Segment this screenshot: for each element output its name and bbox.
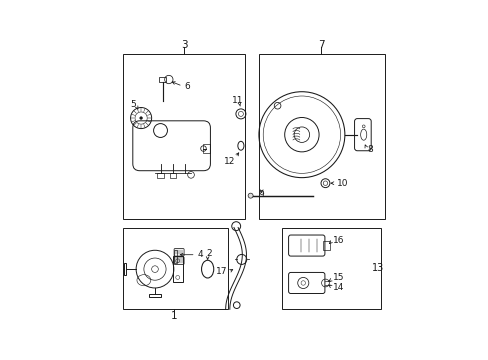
Bar (203, 144, 210, 153)
Text: 16: 16 (332, 235, 344, 244)
Bar (282, 228, 380, 309)
Bar (159, 77, 166, 82)
Text: 1: 1 (171, 311, 177, 321)
Text: 14: 14 (332, 283, 344, 292)
Bar (174, 250, 176, 263)
Text: 8: 8 (366, 145, 372, 154)
Text: 15: 15 (332, 274, 344, 283)
Bar (173, 256, 183, 283)
Bar (259, 54, 384, 219)
Text: 4: 4 (197, 250, 203, 259)
Circle shape (140, 117, 142, 120)
Text: 7: 7 (317, 40, 324, 50)
Bar (123, 228, 228, 309)
Text: 17: 17 (215, 267, 226, 276)
Bar (123, 54, 244, 219)
Bar (148, 294, 161, 297)
Bar (322, 242, 329, 250)
Bar (123, 263, 126, 275)
Text: 9: 9 (258, 190, 264, 199)
Text: 12: 12 (224, 157, 235, 166)
Bar (169, 174, 176, 177)
Text: 5: 5 (130, 100, 136, 109)
Circle shape (247, 193, 253, 198)
Text: 3: 3 (181, 40, 187, 50)
Bar (157, 174, 163, 177)
Text: 10: 10 (336, 179, 347, 188)
Text: 11: 11 (232, 96, 244, 105)
Text: 2: 2 (206, 248, 211, 257)
Text: 6: 6 (183, 82, 189, 91)
Text: 13: 13 (371, 263, 384, 273)
